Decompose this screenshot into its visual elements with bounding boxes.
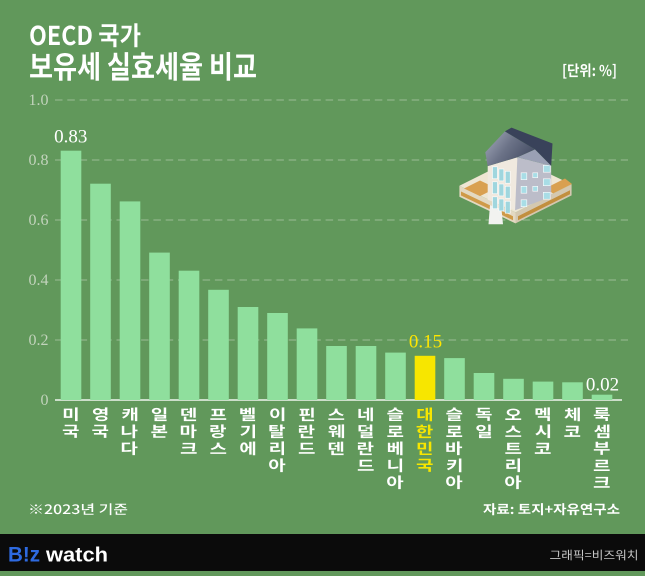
svg-text:1.0: 1.0 xyxy=(29,92,49,109)
svg-text:watch: watch xyxy=(45,544,108,566)
svg-text:0.2: 0.2 xyxy=(29,332,49,349)
svg-text:0.8: 0.8 xyxy=(29,152,49,169)
svg-text:B!z: B!z xyxy=(8,543,40,566)
svg-text:0.6: 0.6 xyxy=(29,212,49,229)
svg-text:0: 0 xyxy=(41,392,49,409)
svg-text:0.15: 0.15 xyxy=(409,332,442,353)
svg-text:0.83: 0.83 xyxy=(54,127,87,148)
svg-text:0.4: 0.4 xyxy=(29,272,49,289)
svg-text:0.02: 0.02 xyxy=(586,375,619,396)
